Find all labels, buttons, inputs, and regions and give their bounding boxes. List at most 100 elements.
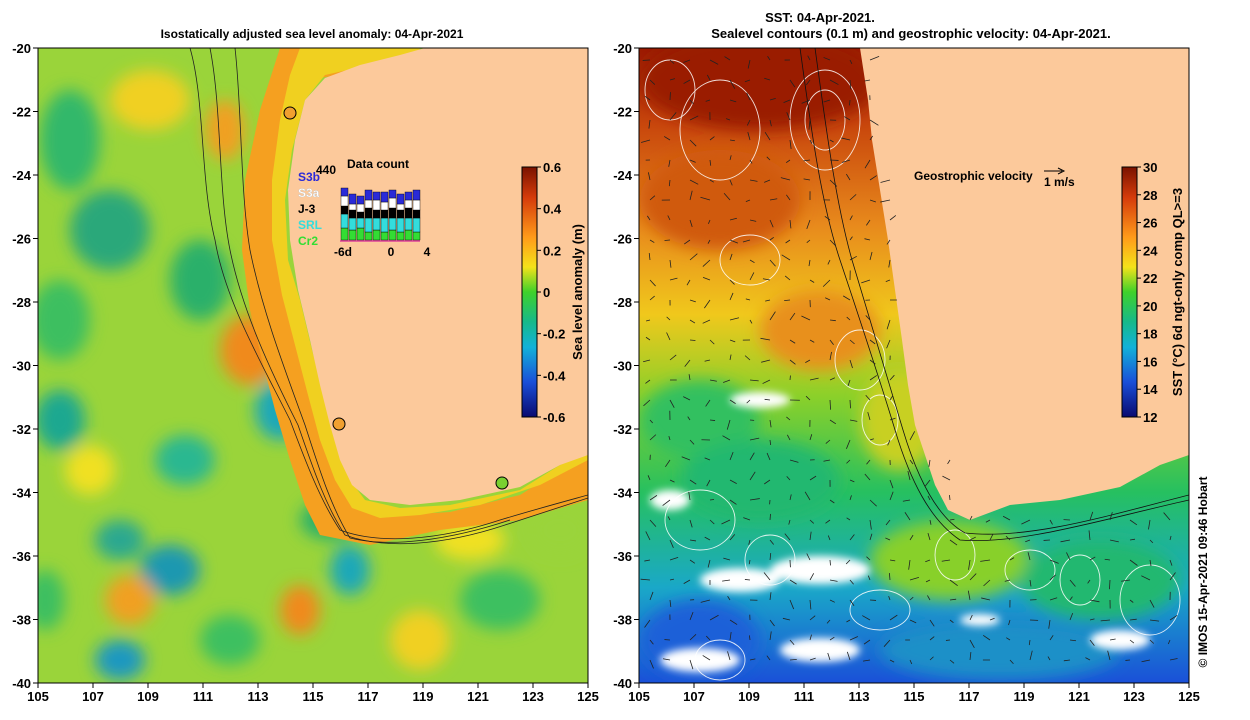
velocity-arrow	[648, 119, 651, 129]
velocity-arrow	[664, 239, 671, 241]
velocity-arrow	[744, 79, 751, 83]
histogram-segment	[412, 231, 421, 241]
velocity-arrow	[666, 332, 671, 341]
velocity-arrow	[744, 355, 751, 361]
velocity-arrow	[824, 215, 831, 221]
velocity-arrow	[789, 599, 795, 610]
velocity-arrow	[1104, 558, 1111, 561]
velocity-arrow	[806, 219, 811, 230]
velocity-arrow	[982, 635, 991, 641]
velocity-arrow	[1148, 519, 1151, 530]
y-tick-label: -22	[12, 105, 31, 120]
data-count-histogram	[340, 187, 421, 241]
velocity-arrow	[669, 399, 675, 408]
velocity-arrow	[782, 617, 791, 621]
velocity-arrow	[649, 239, 655, 243]
velocity-arrow	[864, 159, 871, 169]
velocity-arrow	[869, 175, 877, 181]
velocity-arrow	[829, 377, 836, 381]
velocity-arrow	[1063, 659, 1071, 662]
velocity-arrow	[747, 59, 751, 69]
velocity-arrow	[764, 131, 771, 141]
velocity-arrow	[769, 219, 774, 228]
x-tick-label: 117	[358, 689, 379, 704]
velocity-arrow	[646, 319, 651, 322]
y-tick-label: -40	[12, 676, 31, 691]
y-tick-label: -20	[12, 41, 31, 56]
velocity-arrow	[846, 517, 851, 521]
velocity-arrow	[803, 178, 811, 181]
velocity-arrow	[869, 55, 880, 61]
histogram-segment	[372, 209, 381, 219]
velocity-arrow	[869, 359, 876, 365]
velocity-arrow	[1089, 511, 1094, 521]
velocity-arrow	[804, 491, 811, 501]
colorbar-tick-label: 20	[1143, 299, 1157, 314]
right-panel-title-line2: Sealevel contours (0.1 m) and geostrophi…	[711, 26, 1111, 41]
velocity-arrow	[785, 239, 791, 244]
velocity-arrow	[707, 559, 711, 568]
velocity-arrow	[989, 617, 995, 621]
velocity-arrow	[1149, 539, 1154, 544]
velocity-arrow	[765, 299, 771, 302]
velocity-arrow	[805, 359, 811, 363]
velocity-arrow	[764, 179, 771, 183]
x-tick-label: 123	[522, 689, 544, 704]
velocity-arrow	[849, 479, 855, 483]
velocity-arrow	[889, 659, 895, 663]
velocity-arrow	[784, 275, 791, 281]
velocity-arrow	[805, 395, 811, 401]
velocity-arrow	[722, 579, 731, 582]
velocity-arrow	[689, 299, 696, 303]
velocity-arrow	[822, 279, 831, 287]
velocity-legend: Geostrophic velocity 1 m/s	[914, 167, 1075, 189]
velocity-arrow	[869, 499, 877, 507]
velocity-arrow	[989, 533, 994, 541]
velocity-arrow	[704, 457, 711, 461]
tide-gauge-marker	[332, 417, 346, 431]
velocity-arrow	[829, 351, 832, 361]
x-tick-label: 113	[849, 689, 870, 704]
velocity-arrow	[869, 375, 877, 381]
colorbar-tick-label: 26	[1143, 216, 1157, 231]
velocity-arrow	[667, 215, 671, 221]
velocity-arrow	[702, 655, 711, 661]
velocity-arrow	[801, 315, 811, 321]
velocity-arrow	[862, 615, 871, 621]
velocity-arrow	[729, 253, 733, 261]
velocity-arrow	[889, 573, 891, 581]
velocity-arrow	[942, 475, 951, 481]
velocity-arrow	[865, 394, 871, 401]
velocity-arrow	[825, 519, 831, 524]
data-count-max: 440	[316, 163, 336, 177]
x-tick-label: 109	[738, 689, 760, 704]
y-tick-label: -40	[613, 676, 632, 691]
histogram-segment	[388, 217, 397, 231]
velocity-arrow	[764, 77, 771, 81]
velocity-arrow	[864, 473, 871, 481]
velocity-arrow	[1169, 535, 1172, 541]
velocity-arrow	[689, 159, 696, 163]
satellite-label: J-3	[298, 202, 316, 216]
velocity-arrow	[729, 479, 737, 484]
y-tick-label: -24	[12, 168, 32, 183]
velocity-arrow	[886, 319, 891, 330]
velocity-arrow	[663, 136, 671, 141]
histogram-segment	[340, 187, 349, 197]
velocity-arrow	[729, 451, 734, 461]
histogram-segment	[388, 207, 397, 219]
histogram-segment	[380, 191, 389, 203]
velocity-arrow	[969, 573, 977, 581]
velocity-arrow	[924, 479, 931, 487]
velocity-arrow	[763, 572, 771, 581]
velocity-arrow	[762, 278, 771, 281]
x-tick-label: 121	[1068, 689, 1090, 704]
velocity-arrow	[689, 219, 693, 227]
velocity-arrow	[789, 312, 796, 321]
velocity-arrow	[809, 531, 812, 541]
velocity-arrow	[769, 592, 772, 601]
velocity-arrow	[643, 359, 651, 363]
velocity-arrow	[727, 596, 731, 601]
histogram-segment	[396, 209, 405, 219]
sla-colorbar-gradient	[521, 166, 538, 418]
